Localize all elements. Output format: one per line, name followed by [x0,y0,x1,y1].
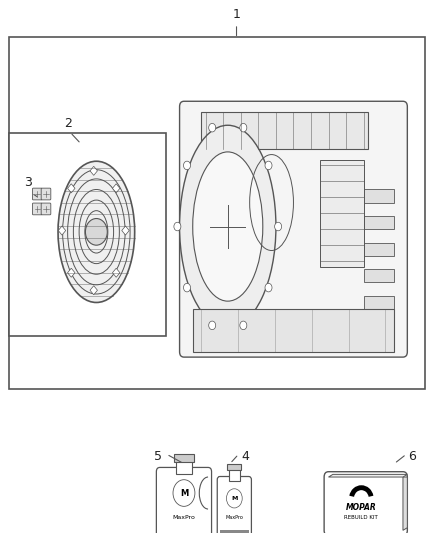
Bar [364,243,394,256]
Bar [67,184,75,193]
Bar [320,160,364,266]
Bar [364,269,394,282]
FancyBboxPatch shape [180,101,407,357]
Circle shape [349,481,374,511]
Circle shape [240,124,247,132]
Circle shape [174,222,181,231]
Bar [227,464,241,470]
Bar [113,184,120,193]
Bar [174,454,194,462]
Bar [9,133,166,336]
Bar [9,37,425,389]
Ellipse shape [58,161,135,303]
FancyBboxPatch shape [324,472,407,533]
Circle shape [240,321,247,329]
Text: 4: 4 [241,450,249,463]
Text: 6: 6 [408,450,416,463]
Bar [220,530,249,533]
Circle shape [208,321,215,329]
Circle shape [85,219,107,245]
Bar [90,166,97,175]
Bar [176,461,192,474]
Bar [364,189,394,203]
FancyBboxPatch shape [156,467,212,533]
Bar [58,226,66,235]
FancyBboxPatch shape [217,477,251,533]
Text: 5: 5 [154,450,162,463]
Bar [364,296,394,309]
Text: 2: 2 [64,117,72,130]
Bar [201,112,368,149]
Text: REBUILD KIT: REBUILD KIT [344,514,378,520]
FancyBboxPatch shape [41,203,51,215]
Circle shape [208,124,215,132]
Circle shape [184,161,191,169]
Bar [67,268,75,277]
FancyBboxPatch shape [41,188,51,200]
Text: MaxPro: MaxPro [226,514,243,520]
Circle shape [275,222,282,231]
Text: MaxPro: MaxPro [173,514,195,520]
FancyBboxPatch shape [32,188,42,200]
Text: 1: 1 [233,8,240,21]
Circle shape [173,480,195,506]
Polygon shape [328,474,407,477]
Bar [122,226,129,235]
Ellipse shape [180,125,276,328]
Text: 3: 3 [25,176,32,189]
Circle shape [265,161,272,169]
Bar [113,268,120,277]
Bar [229,469,240,481]
Circle shape [184,284,191,292]
Circle shape [226,489,242,508]
Bar [364,216,394,229]
Text: MOPAR: MOPAR [346,504,377,512]
Text: M: M [180,489,188,497]
FancyBboxPatch shape [32,203,42,215]
Text: M: M [231,496,237,501]
Bar [193,309,394,352]
Circle shape [265,284,272,292]
Ellipse shape [193,152,263,301]
Bar [90,286,97,295]
Polygon shape [403,477,407,530]
